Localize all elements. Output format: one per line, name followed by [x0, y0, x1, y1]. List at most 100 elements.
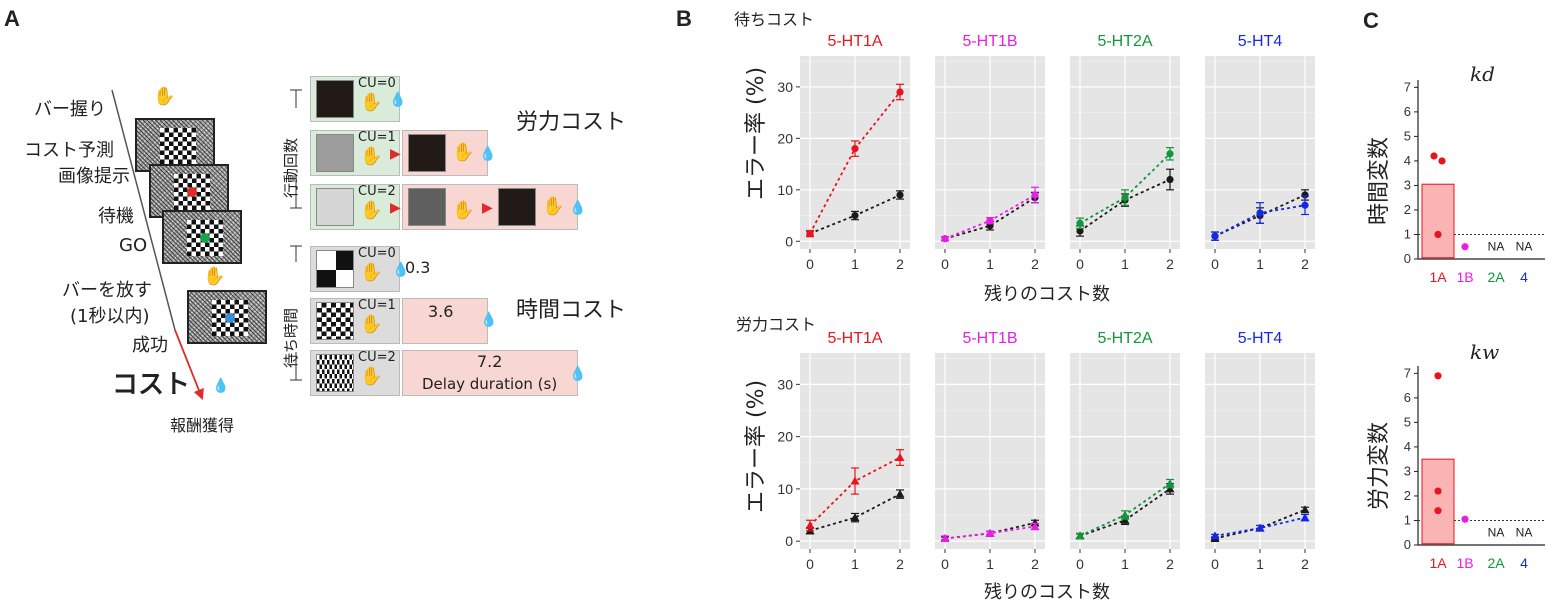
hand-grab-icon: ✋ [153, 86, 176, 107]
y-tick-label: 6 [1404, 104, 1411, 119]
series-line [1214, 508, 1306, 540]
y-tick-label: 0 [785, 233, 793, 249]
data-point [1256, 209, 1264, 217]
facet-title: 5-HT1B [962, 33, 1017, 50]
y-tick-label: 1 [1404, 512, 1411, 527]
x-tick-label: 1B [1456, 555, 1473, 571]
facet-title: 5-HT1B [962, 330, 1017, 347]
x-tick-label: 0 [941, 556, 949, 572]
effort-stim-black [498, 188, 536, 226]
hand-release-icon: ✋ [203, 266, 226, 287]
hand-icon: ✋ [360, 92, 383, 113]
wait-cost-box [402, 350, 578, 396]
drop-icon: 💧 [480, 312, 498, 328]
y-tick-label: 7 [1404, 79, 1411, 94]
facet-title: 5-HT2A [1097, 330, 1152, 347]
y-tick-label: 10 [777, 182, 793, 198]
x-tick-label: 1 [851, 556, 859, 572]
x-tick-label: 0 [806, 256, 814, 272]
step-go: GO [119, 235, 148, 256]
x-tick-label: 0 [1211, 256, 1219, 272]
na-label: NA [1516, 526, 1533, 540]
data-point [896, 191, 904, 199]
data-point [1255, 523, 1265, 532]
data-point [851, 211, 859, 220]
x-tick-label: 0 [1211, 556, 1219, 572]
data-point [1434, 487, 1442, 495]
x-tick-label: 1 [1121, 556, 1129, 572]
data-point [941, 235, 949, 243]
arrow-right-icon: ▶ [390, 200, 401, 216]
y-tick-label: 6 [1404, 390, 1411, 405]
x-tick-label: 0 [941, 256, 949, 272]
effort-cu0: CU=0 [358, 76, 396, 91]
data-point [1301, 201, 1309, 209]
data-point [850, 513, 860, 522]
x-tick-label: 0 [806, 556, 814, 572]
data-point [895, 453, 905, 462]
data-point [1166, 150, 1174, 158]
data-point [1434, 507, 1442, 515]
effort-stim-dark [408, 188, 446, 226]
step-image-present: 画像提示 [58, 166, 130, 187]
x-tick-label: 1 [851, 256, 859, 272]
step-within-1s: (1秒以内) [70, 306, 150, 327]
hand-icon: ✋ [360, 146, 383, 167]
drop-icon: 💧 [392, 262, 410, 278]
hand-icon: ✋ [360, 262, 383, 283]
data-point [850, 476, 860, 485]
screen-go [187, 290, 267, 344]
drop-icon: 💧 [389, 92, 407, 108]
b-xlabel-effort: 残りのコスト数 [984, 582, 1110, 603]
x-tick-label: 1 [1256, 256, 1264, 272]
data-point [1165, 479, 1175, 488]
drop-icon: 💧 [479, 146, 497, 162]
x-tick-label: 1 [1256, 556, 1264, 572]
wait-stim-2x2 [316, 250, 354, 288]
facet-title: 5-HT2A [1097, 33, 1152, 50]
facet-title: 5-HT1A [827, 33, 882, 50]
x-tick-label: 2 [1301, 256, 1309, 272]
hand-icon: ✋ [360, 200, 383, 221]
facet-title: 5-HT4 [1238, 330, 1283, 347]
effort-cost-label: 労力コスト [516, 110, 627, 135]
y-tick-label: 5 [1404, 414, 1411, 429]
x-tick-label: 4 [1520, 269, 1528, 285]
data-point [1300, 513, 1310, 522]
effort-cu2: CU=2 [358, 184, 396, 199]
data-point [896, 88, 904, 96]
task-timeline-line [111, 89, 204, 401]
data-point [806, 229, 814, 238]
effort-stim-gray [316, 134, 354, 172]
x-tick-label: 1 [1121, 256, 1129, 272]
step-success: 成功 [132, 335, 168, 356]
series-line [1079, 488, 1171, 537]
step-release-bar: バーを放す [62, 280, 152, 301]
panel-label-b: B [676, 6, 692, 31]
effort-stim-black [316, 80, 354, 118]
x-tick-label: 2 [1166, 556, 1174, 572]
b-xlabel-wait: 残りのコスト数 [984, 284, 1110, 305]
data-point [1461, 243, 1469, 251]
x-tick-label: 0 [1076, 256, 1084, 272]
data-point [986, 217, 994, 225]
effort-cu1: CU=1 [358, 130, 396, 145]
data-point [1430, 152, 1438, 160]
reward-drop-icon: 💧 [212, 378, 230, 394]
data-point [1300, 505, 1310, 514]
panel-label-a: A [4, 6, 20, 31]
data-point [1166, 175, 1174, 184]
y-tick-label: 2 [1404, 202, 1411, 217]
range-box [1421, 183, 1455, 259]
x-tick-label: 1B [1456, 269, 1473, 285]
x-tick-label: 1A [1429, 555, 1447, 571]
series-line [809, 493, 901, 532]
y-tick-label: 4 [1404, 153, 1411, 168]
x-tick-label: 2 [1031, 256, 1039, 272]
y-tick-label: 1 [1404, 226, 1411, 241]
data-point [1210, 531, 1220, 540]
data-point [985, 528, 995, 537]
drop-icon: 💧 [569, 200, 587, 216]
x-tick-label: 2A [1487, 555, 1505, 571]
na-label: NA [1488, 240, 1505, 254]
